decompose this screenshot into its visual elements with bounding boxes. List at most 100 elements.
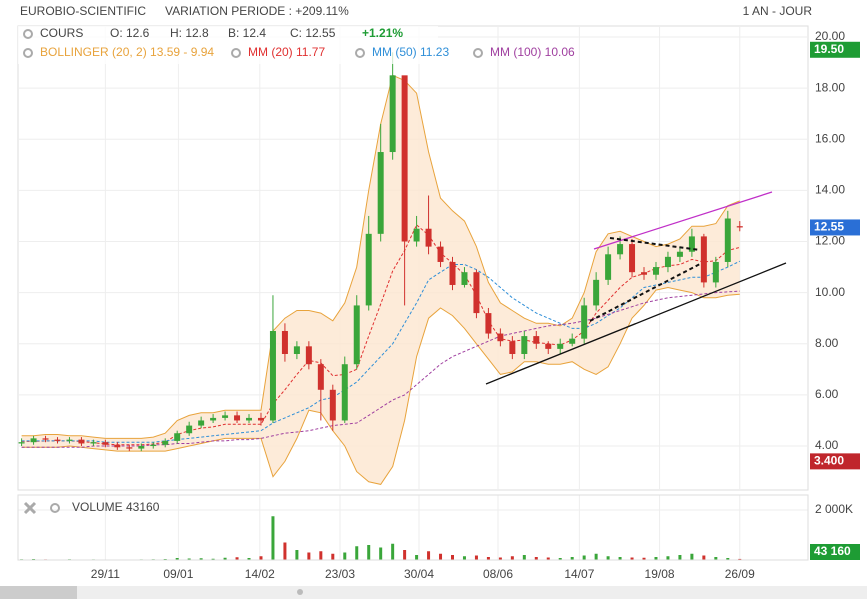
y-tick-label: 2 000K xyxy=(815,502,853,516)
price-badge-label: 3.400 xyxy=(814,454,844,468)
candle-body xyxy=(461,272,468,285)
candle-body xyxy=(688,236,695,252)
volume-bar xyxy=(522,555,526,560)
volume-bar xyxy=(714,557,718,560)
volume-bar xyxy=(271,516,275,560)
scrollbar[interactable] xyxy=(0,586,867,599)
legend-close: C: 12.55 xyxy=(290,26,336,40)
volume-bar xyxy=(666,556,670,560)
candle-body xyxy=(42,438,49,440)
volume-bar xyxy=(367,545,371,560)
y-tick-label: 14.00 xyxy=(815,183,845,197)
volume-bar xyxy=(199,558,203,560)
candle-body xyxy=(700,236,707,283)
candle-body xyxy=(641,272,648,275)
volume-bar xyxy=(486,557,490,560)
volume-bar xyxy=(427,551,431,560)
scroll-thumb[interactable] xyxy=(0,586,77,599)
candle-body xyxy=(581,305,588,339)
y-tick-label: 4.00 xyxy=(815,438,839,452)
volume-bar xyxy=(582,555,586,560)
volume-bar xyxy=(474,555,478,560)
candle-body xyxy=(269,330,276,421)
volume-bar xyxy=(223,557,227,560)
bollinger-fill xyxy=(21,75,740,485)
price-badge-label: 19.50 xyxy=(814,42,844,56)
candle-body xyxy=(401,75,408,242)
variation: VARIATION PERIODE : +209.11% xyxy=(165,4,349,18)
volume-bar xyxy=(391,543,395,560)
legend-change: +1.21% xyxy=(362,26,403,40)
volume-bar xyxy=(738,558,742,560)
trend-lines xyxy=(485,191,787,385)
volume-close-icon[interactable] xyxy=(23,501,37,515)
volume-bar xyxy=(462,556,466,560)
candle-body xyxy=(293,346,300,354)
candle-body xyxy=(329,389,336,421)
volume-bar xyxy=(235,557,239,560)
period[interactable]: 1 AN - JOUR xyxy=(743,4,813,18)
legend-cours: COURS xyxy=(40,26,83,40)
volume-bar xyxy=(630,557,634,560)
candle-body xyxy=(521,336,528,354)
volume-bar xyxy=(534,557,538,560)
volume-bar xyxy=(379,547,383,560)
legend-open: O: 12.6 xyxy=(110,26,150,40)
plot xyxy=(18,52,743,560)
candle-body xyxy=(257,417,264,421)
legend-bg xyxy=(18,26,438,64)
legend-mm100: MM (100) 10.06 xyxy=(490,45,575,59)
settings-icon[interactable] xyxy=(355,48,365,58)
legend-bollinger: BOLLINGER (20, 2) 13.59 - 9.94 xyxy=(40,45,214,59)
volume-bar xyxy=(690,553,694,560)
legend-high: H: 12.8 xyxy=(170,26,209,40)
candle-body xyxy=(281,330,288,354)
x-tick-label: 23/03 xyxy=(325,567,355,581)
bollinger-upper xyxy=(21,74,740,439)
x-tick-label: 30/04 xyxy=(404,567,434,581)
volume-bar xyxy=(247,558,251,560)
volume-bar xyxy=(319,551,323,560)
settings-icon[interactable] xyxy=(23,29,33,39)
candle-body xyxy=(102,442,109,445)
candle-body xyxy=(341,364,348,421)
settings-icon[interactable] xyxy=(231,48,241,58)
candle-body xyxy=(54,439,61,441)
volume-bar xyxy=(594,553,598,560)
volume-bar xyxy=(175,558,179,560)
settings-icon[interactable] xyxy=(50,503,60,513)
candle-body xyxy=(389,75,396,153)
candle-body xyxy=(114,444,121,448)
candle-body xyxy=(365,233,372,306)
volume-bar xyxy=(498,557,502,560)
settings-icon[interactable] xyxy=(473,48,483,58)
volume-bar xyxy=(331,553,335,560)
candle-body xyxy=(413,228,420,242)
moving-average xyxy=(21,224,740,446)
dashed-line xyxy=(609,237,701,251)
candle-body xyxy=(78,439,85,444)
volume-bar xyxy=(654,557,658,560)
volume-bar xyxy=(307,552,311,560)
candle-body xyxy=(210,417,217,421)
candle-body xyxy=(736,226,743,228)
volume-bar xyxy=(211,558,215,560)
volume-badge-label: 43 160 xyxy=(814,544,851,558)
candle-body xyxy=(234,415,241,421)
candle-body xyxy=(66,439,73,441)
candle-body xyxy=(138,446,145,449)
volume-bar xyxy=(618,557,622,560)
candle-body xyxy=(676,251,683,257)
x-tick-label: 08/06 xyxy=(483,567,513,581)
settings-icon[interactable] xyxy=(23,48,33,58)
scroll-handle[interactable] xyxy=(297,589,303,595)
candle-body xyxy=(605,254,612,280)
volume-badge xyxy=(810,544,860,560)
candle-body xyxy=(377,152,384,234)
candle-body xyxy=(485,313,492,334)
candle-body xyxy=(305,346,312,365)
candle-body xyxy=(473,272,480,314)
support-line xyxy=(485,262,787,385)
candle-body xyxy=(150,444,157,447)
y-tick-label: 18.00 xyxy=(815,80,845,94)
